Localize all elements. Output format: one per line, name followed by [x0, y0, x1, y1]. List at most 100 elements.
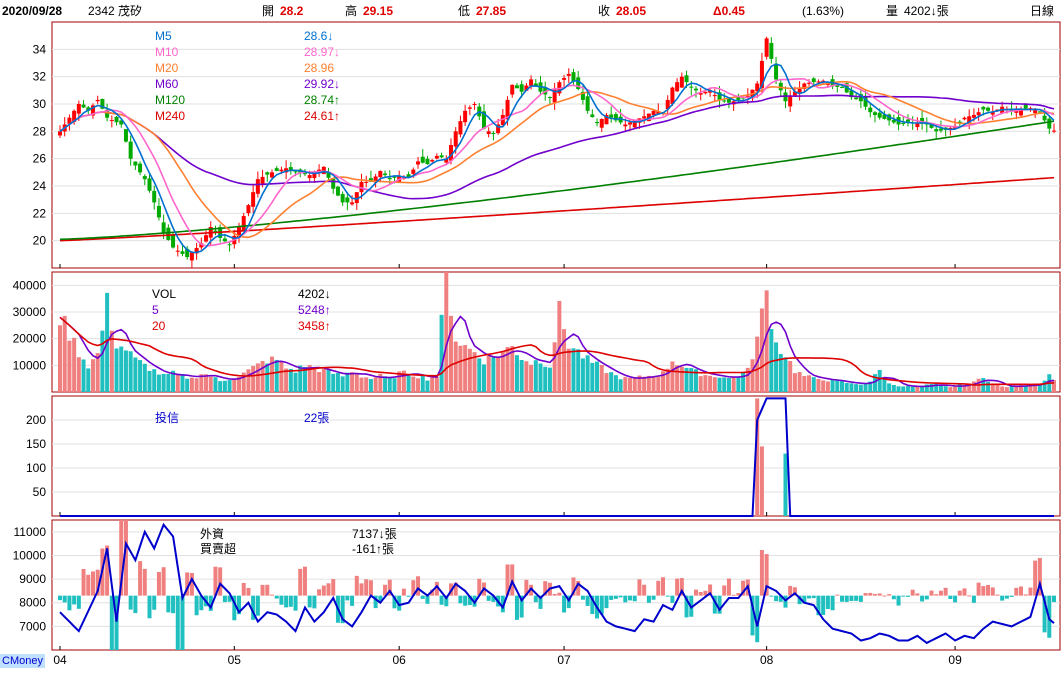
foreign-net-bar	[632, 595, 637, 602]
investment-trust-tick-label: 200	[26, 413, 46, 427]
volume-bar	[246, 369, 251, 392]
foreign-net-bar	[920, 595, 925, 602]
volume-bar	[599, 365, 604, 392]
foreign-net-bar	[604, 595, 609, 609]
volume-bar	[298, 365, 303, 392]
candle-body	[406, 174, 411, 178]
volume-bar	[986, 381, 991, 392]
period-label[interactable]: 日線	[1030, 4, 1055, 18]
volume-bar	[543, 366, 548, 392]
candle-body	[576, 77, 581, 89]
foreign-net-bar	[637, 579, 642, 596]
foreign-net-bar	[185, 572, 190, 596]
foreign-net-bar	[383, 584, 388, 596]
foreign-net-bar	[816, 595, 821, 616]
candle-body	[453, 131, 458, 147]
foreign-net-bar	[208, 595, 213, 611]
volume-legend-20: 20	[152, 319, 166, 333]
candle-body	[736, 96, 741, 100]
foreign-net-bar	[825, 595, 830, 610]
candle-body	[609, 114, 614, 118]
volume-bar	[750, 359, 755, 392]
foreign-net-bar	[350, 595, 355, 606]
foreign-net-bar	[246, 587, 251, 596]
volume-bar	[416, 378, 421, 392]
foreign-net-bar	[726, 578, 731, 596]
candle-body	[119, 120, 124, 125]
investment-trust-legend-value: 22張	[304, 411, 329, 425]
candle-body	[599, 119, 604, 128]
volume-bar	[948, 387, 953, 392]
foreign-net-bar	[811, 595, 816, 599]
candle-body	[354, 192, 359, 204]
candle-body	[491, 132, 496, 135]
volume-tick-label: 20000	[13, 332, 47, 346]
candle-body	[788, 96, 793, 107]
candle-body	[722, 100, 727, 102]
volume-bar	[646, 375, 651, 392]
candle-body	[628, 122, 633, 125]
volume-bar	[882, 378, 887, 392]
foreign-net-bar	[774, 595, 779, 602]
volume-tick-label: 40000	[13, 278, 47, 292]
volume-bar	[251, 366, 256, 392]
foreign-net-bar	[514, 595, 519, 620]
foreign-net-bar	[651, 595, 656, 600]
foreign-net-bar	[943, 587, 948, 596]
foreign-net-bar	[938, 590, 943, 596]
candle-body	[416, 161, 421, 165]
foreign-net-bar	[646, 595, 651, 603]
candle-body	[854, 97, 859, 100]
investment-trust-frame	[51, 395, 1061, 517]
candle-body	[802, 83, 807, 89]
candle-body	[76, 104, 81, 114]
candle-body	[449, 145, 454, 161]
volume-bar	[472, 352, 477, 392]
volume-bar	[425, 380, 430, 392]
volume-bar	[232, 378, 237, 392]
candle-body	[882, 114, 887, 120]
volume-bar	[458, 345, 463, 392]
foreign-net-bar	[1009, 595, 1014, 597]
volume-bar	[1009, 385, 1014, 392]
foreign-net-bar	[1042, 595, 1047, 633]
foreign-net-bar	[750, 595, 755, 636]
foreign-net-bar	[628, 595, 633, 601]
foreign-net-bar	[1000, 595, 1005, 601]
candle-body	[858, 94, 863, 102]
volume-bar	[444, 272, 449, 392]
foreign-net-bar	[486, 595, 491, 601]
candle-body	[774, 63, 779, 80]
volume-bar	[430, 377, 435, 392]
volume-bar	[788, 360, 793, 392]
foreign-net-bar	[698, 591, 703, 596]
volume-bar	[529, 364, 534, 392]
volume-bar	[373, 377, 378, 392]
candle-body	[180, 251, 185, 254]
volume-bar	[156, 374, 161, 392]
candle-body	[689, 86, 694, 88]
stock-name: 2342 茂矽	[88, 4, 143, 18]
foreign-net-bar	[896, 595, 901, 606]
candle-body	[872, 112, 877, 115]
price-tick-label: 20	[33, 234, 47, 248]
candle-body	[387, 177, 392, 180]
change-percent: (1.63%)	[802, 4, 845, 18]
volume-bar	[284, 368, 289, 392]
foreign-net-bar	[232, 595, 237, 621]
candle-body	[109, 119, 114, 121]
volume-bar	[364, 377, 369, 392]
volume-bar	[255, 363, 260, 392]
volume-bar	[288, 368, 293, 392]
foreign-net-bar	[302, 566, 307, 596]
quote-header: 2020/09/28 2342 茂矽 開 28.2 高 29.15 低 27.8…	[0, 0, 1064, 22]
volume-bar	[604, 373, 609, 392]
candle-body	[764, 38, 769, 57]
volume-bar	[161, 373, 166, 392]
candle-body	[331, 178, 336, 189]
volume-bar	[660, 371, 665, 392]
low-value: 27.85	[476, 4, 507, 18]
foreign-net-bar	[844, 595, 849, 602]
volume-bar	[510, 346, 515, 392]
